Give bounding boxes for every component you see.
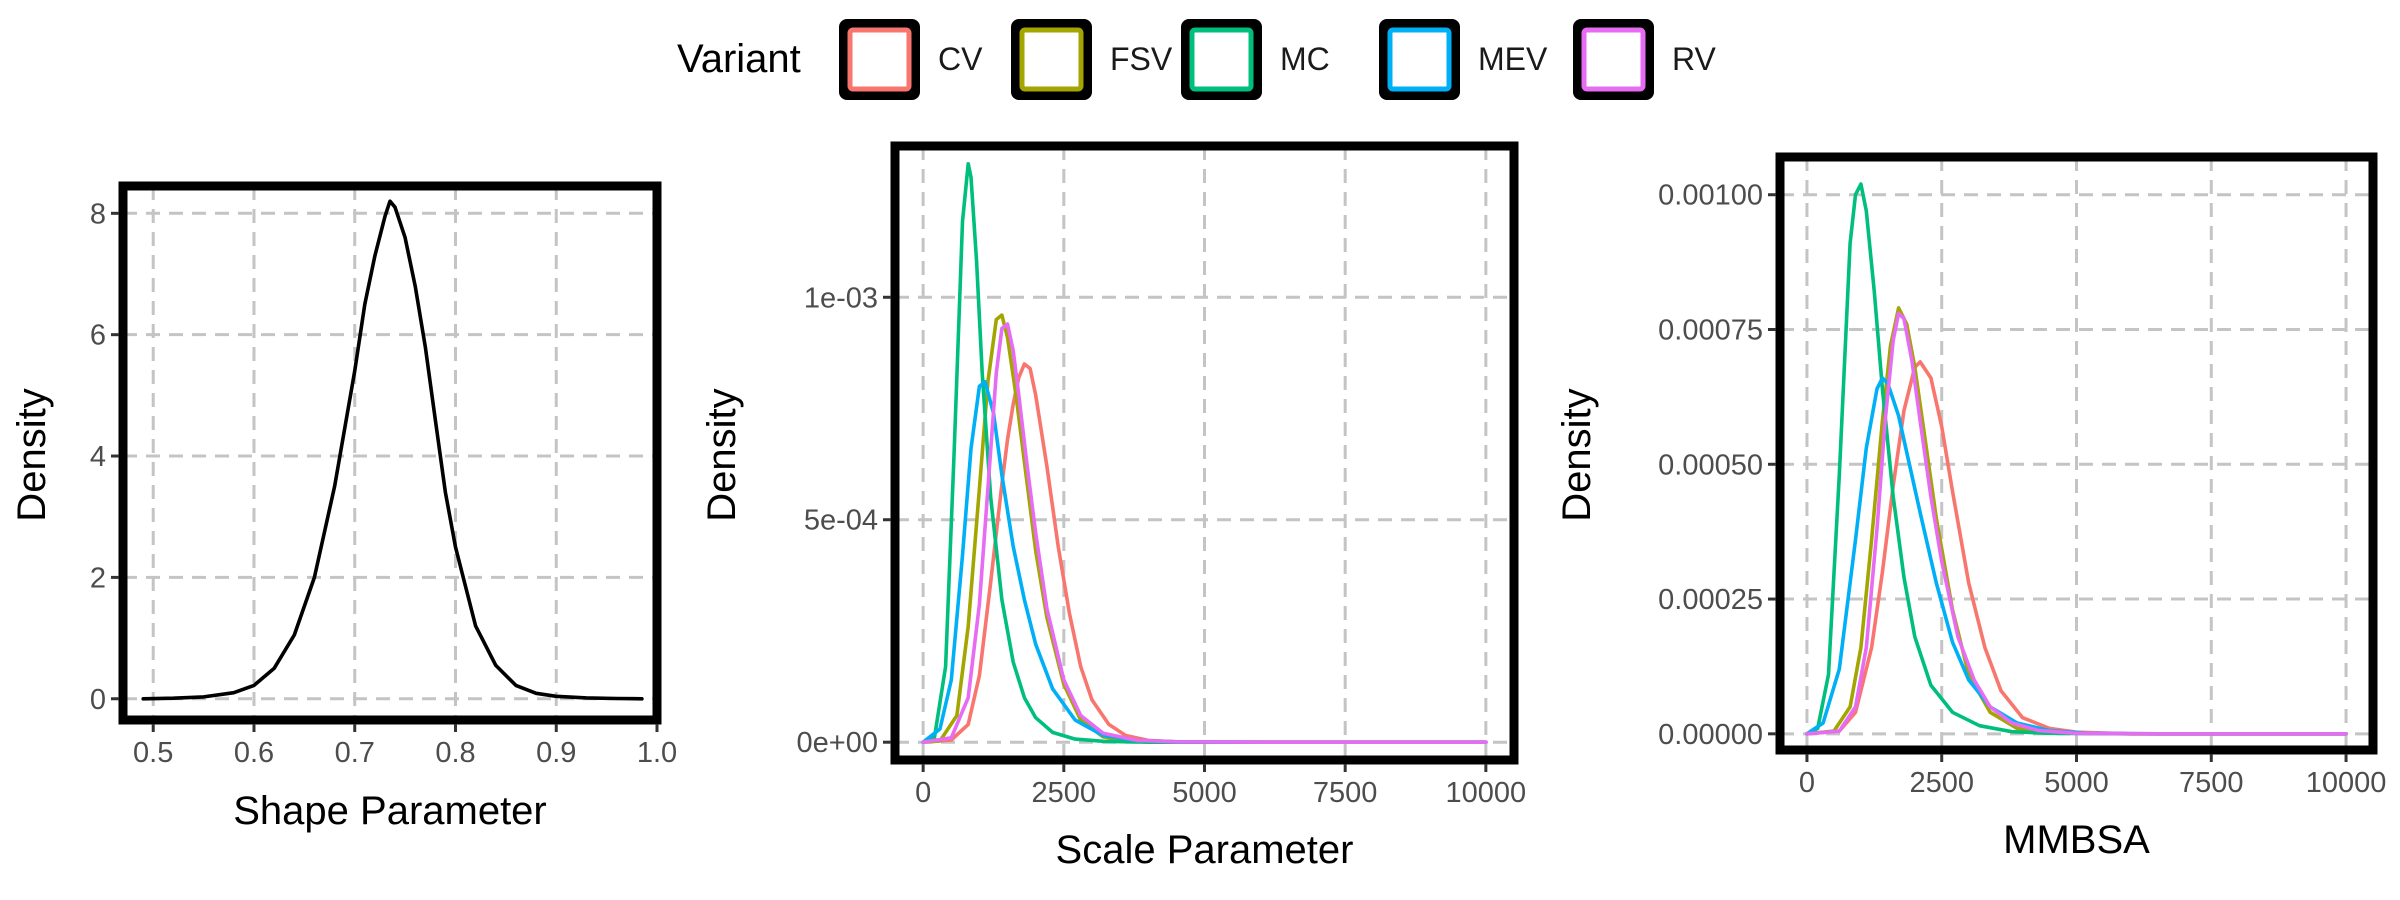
x-tick-label: 0.6 bbox=[234, 737, 274, 769]
legend-label-fsv: FSV bbox=[1110, 41, 1173, 77]
legend-swatch-cv bbox=[847, 27, 912, 92]
legend-swatch-rv bbox=[1581, 27, 1646, 92]
y-axis-title: Density bbox=[10, 388, 54, 521]
y-tick-label: 0.00075 bbox=[1658, 315, 1763, 347]
y-tick-label: 8 bbox=[90, 198, 106, 230]
x-axis-title: MMBSA bbox=[2003, 818, 2150, 862]
x-tick-label: 7500 bbox=[1313, 777, 1378, 809]
y-tick-label: 0.00100 bbox=[1658, 180, 1763, 212]
y-tick-label: 2 bbox=[90, 562, 106, 594]
y-tick-label: 0.00000 bbox=[1658, 719, 1763, 751]
x-tick-label: 0 bbox=[1799, 767, 1815, 799]
plot-background bbox=[123, 186, 657, 720]
legend-label-rv: RV bbox=[1672, 41, 1717, 77]
y-tick-label: 0.00025 bbox=[1658, 584, 1763, 616]
legend-title: Variant bbox=[677, 37, 801, 81]
panels: 0.5 0.6 0.7 0.8 0.9 1.0 0 2 4 6 8 Shape Parameter De… bbox=[10, 141, 2387, 872]
y-axis-title: Density bbox=[1555, 388, 1599, 521]
x-tick-label: 7500 bbox=[2179, 767, 2244, 799]
y-tick-label: 6 bbox=[90, 320, 106, 352]
x-tick-label: 2500 bbox=[1909, 767, 1974, 799]
y-tick-label: 0.00050 bbox=[1658, 449, 1763, 481]
y-tick-label: 1e-03 bbox=[804, 282, 878, 314]
x-tick-label: 10000 bbox=[1446, 777, 1527, 809]
y-tick-label: 5e-04 bbox=[804, 505, 878, 537]
x-tick-label: 10000 bbox=[2306, 767, 2387, 799]
x-tick-label: 0.9 bbox=[536, 737, 576, 769]
density-line-mc bbox=[1805, 182, 2348, 736]
panel-1: 0.5 0.6 0.7 0.8 0.9 1.0 0 2 4 6 8 Shape Parameter De… bbox=[10, 181, 677, 833]
panel-border bbox=[118, 181, 662, 725]
x-tick-label: 2500 bbox=[1032, 777, 1097, 809]
density-line-rv bbox=[1805, 311, 2348, 736]
legend-swatch-fsv bbox=[1019, 27, 1084, 92]
y-axis-title: Density bbox=[700, 388, 744, 521]
panel-border bbox=[890, 141, 1519, 765]
legend: Variant CV FSV MC MEV RV bbox=[677, 19, 1717, 100]
density-line-rv bbox=[921, 322, 1488, 745]
panel-2: 0 2500 5000 7500 10000 0e+00 5e-04 1e-03 Scale P… bbox=[700, 141, 1527, 872]
x-tick-label: 0.7 bbox=[335, 737, 375, 769]
y-tick-label: 4 bbox=[90, 441, 106, 473]
x-axis-title: Shape Parameter bbox=[233, 789, 547, 833]
x-tick-label: 1.0 bbox=[637, 737, 677, 769]
y-tick-label: 0e+00 bbox=[797, 727, 878, 759]
x-tick-label: 5000 bbox=[1172, 777, 1237, 809]
y-tick-label: 0 bbox=[90, 684, 106, 716]
x-tick-label: 0.5 bbox=[133, 737, 173, 769]
density-line-mc bbox=[921, 162, 1488, 745]
legend-swatch-mev bbox=[1387, 27, 1452, 92]
legend-label-mc: MC bbox=[1280, 41, 1330, 77]
x-tick-label: 5000 bbox=[2044, 767, 2109, 799]
legend-swatch-mc bbox=[1189, 27, 1254, 92]
x-tick-label: 0.8 bbox=[435, 737, 475, 769]
panel-3: 0 2500 5000 7500 10000 0.00000 0.00025 0.00050 0… bbox=[1555, 152, 2387, 862]
density-line-series-1 bbox=[141, 199, 644, 701]
panel-border bbox=[1775, 152, 2378, 755]
x-axis-title: Scale Parameter bbox=[1056, 828, 1354, 872]
legend-label-mev: MEV bbox=[1478, 41, 1548, 77]
x-tick-label: 0 bbox=[915, 777, 931, 809]
legend-label-cv: CV bbox=[938, 41, 983, 77]
